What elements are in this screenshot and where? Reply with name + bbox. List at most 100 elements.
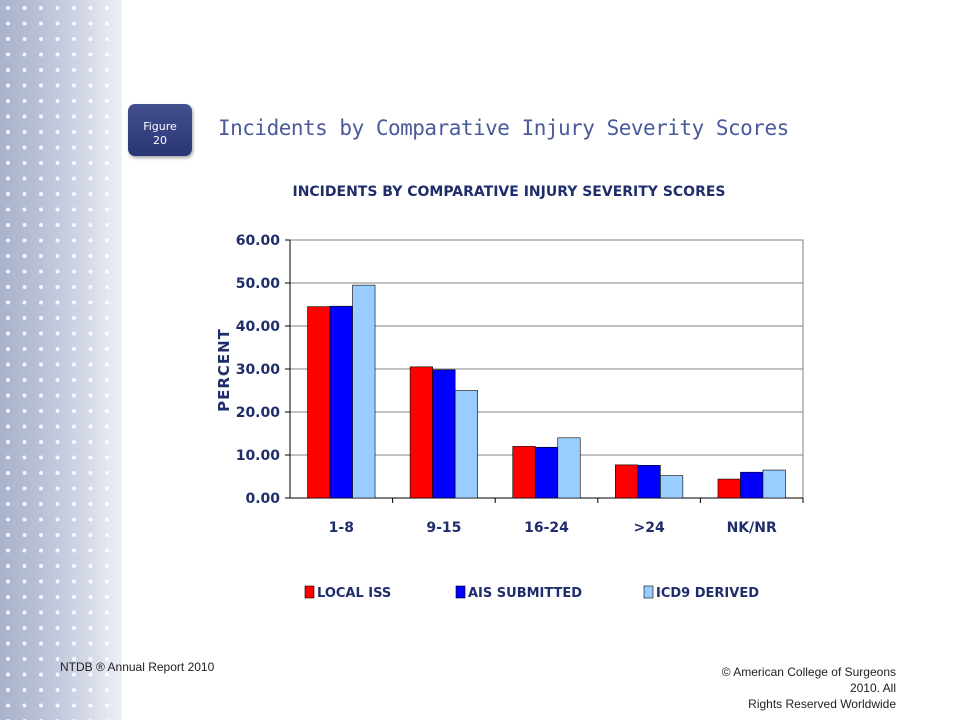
sidebar-dot xyxy=(88,68,93,72)
legend-label: AIS SUBMITTED xyxy=(468,586,582,601)
sidebar-dot xyxy=(39,130,43,134)
bar xyxy=(512,446,536,499)
sidebar-dot xyxy=(6,6,10,10)
sidebar-dot xyxy=(55,37,60,41)
sidebar-dot xyxy=(72,83,76,88)
sidebar-dot xyxy=(72,223,76,227)
sidebar-dot xyxy=(6,517,10,522)
sidebar-dot xyxy=(88,83,93,88)
sidebar-dot xyxy=(72,99,76,103)
x-tick-label: 9-15 xyxy=(426,520,461,536)
bar xyxy=(409,366,433,499)
sidebar-dot xyxy=(22,471,27,475)
sidebar-dot xyxy=(72,579,76,584)
sidebar-dot xyxy=(55,223,60,227)
sidebar-dot xyxy=(88,502,93,506)
sidebar-dot xyxy=(72,703,76,708)
sidebar-dot xyxy=(39,52,43,57)
sidebar-dot xyxy=(39,269,43,274)
sidebar-dot xyxy=(39,610,43,615)
sidebar-dot xyxy=(22,486,27,491)
sidebar-dot xyxy=(22,21,27,26)
sidebar-dot xyxy=(72,455,76,460)
sidebar-dot xyxy=(39,378,43,382)
sidebar-dot xyxy=(55,393,60,398)
sidebar-dot xyxy=(39,331,43,336)
sidebar-dot xyxy=(22,316,27,320)
legend-swatch xyxy=(304,585,315,599)
sidebar-dot xyxy=(55,610,60,615)
y-tick-label: 10.00 xyxy=(236,448,281,464)
sidebar-dot xyxy=(105,192,109,196)
sidebar-dot xyxy=(88,409,93,413)
sidebar-dot xyxy=(6,502,10,506)
sidebar-dot xyxy=(39,533,43,537)
sidebar-dot xyxy=(55,176,60,181)
sidebar-dot xyxy=(88,393,93,398)
sidebar-dot xyxy=(88,192,93,196)
sidebar-dot xyxy=(22,114,27,119)
sidebar-dot xyxy=(39,502,43,506)
sidebar-dot xyxy=(105,455,109,460)
sidebar-dot xyxy=(39,688,43,692)
sidebar-dot xyxy=(105,409,109,413)
sidebar-dot xyxy=(6,393,10,398)
sidebar-dot xyxy=(105,424,109,429)
sidebar-dot xyxy=(55,83,60,88)
sidebar-dot xyxy=(22,145,27,150)
sidebar-dot xyxy=(72,176,76,181)
sidebar-dot xyxy=(72,6,76,10)
sidebar-dot xyxy=(105,486,109,491)
sidebar-dot xyxy=(72,269,76,274)
legend-label: LOCAL ISS xyxy=(317,586,391,601)
sidebar-dot xyxy=(72,331,76,336)
sidebar-dot xyxy=(88,347,93,351)
sidebar-dot xyxy=(22,688,27,692)
sidebar-dot xyxy=(6,672,10,677)
sidebar-dot xyxy=(22,626,27,630)
sidebar-dot xyxy=(105,269,109,274)
sidebar-dot xyxy=(22,657,27,661)
sidebar-dot xyxy=(55,6,60,10)
sidebar-dot xyxy=(6,626,10,630)
sidebar-dot xyxy=(105,579,109,584)
sidebar-dot xyxy=(39,68,43,72)
sidebar-dot xyxy=(6,579,10,584)
sidebar-dot xyxy=(88,378,93,382)
sidebar-dot xyxy=(22,548,27,553)
sidebar-dot xyxy=(105,688,109,692)
bar xyxy=(615,464,639,499)
sidebar-dot xyxy=(88,52,93,57)
sidebar-dot xyxy=(22,238,27,243)
figure-number: 20 xyxy=(153,134,167,147)
sidebar-dot xyxy=(55,533,60,537)
sidebar-dot xyxy=(55,409,60,413)
sidebar-dot xyxy=(39,657,43,661)
sidebar-dot xyxy=(6,52,10,57)
sidebar-dot xyxy=(105,316,109,320)
sidebar-dot xyxy=(105,610,109,615)
legend-label: ICD9 DERIVED xyxy=(656,586,759,601)
sidebar-dot xyxy=(39,37,43,41)
sidebar-dot xyxy=(55,502,60,506)
sidebar-dot xyxy=(22,285,27,289)
sidebar-dot xyxy=(22,161,27,165)
sidebar-dot xyxy=(88,517,93,522)
sidebar-dot xyxy=(105,21,109,26)
sidebar-dot xyxy=(39,703,43,708)
sidebar-dot xyxy=(22,533,27,537)
sidebar-dot xyxy=(105,533,109,537)
sidebar-dot xyxy=(22,192,27,196)
sidebar-dot xyxy=(55,269,60,274)
sidebar-dot xyxy=(88,486,93,491)
sidebar-dot xyxy=(6,83,10,88)
sidebar-dot xyxy=(55,641,60,646)
sidebar-dot xyxy=(55,52,60,57)
sidebar-dot xyxy=(88,176,93,181)
bar xyxy=(534,446,559,499)
bar xyxy=(740,471,764,499)
sidebar-dot xyxy=(22,517,27,522)
sidebar-dot xyxy=(6,378,10,382)
sidebar-dot xyxy=(39,99,43,103)
sidebar-dot xyxy=(6,192,10,196)
